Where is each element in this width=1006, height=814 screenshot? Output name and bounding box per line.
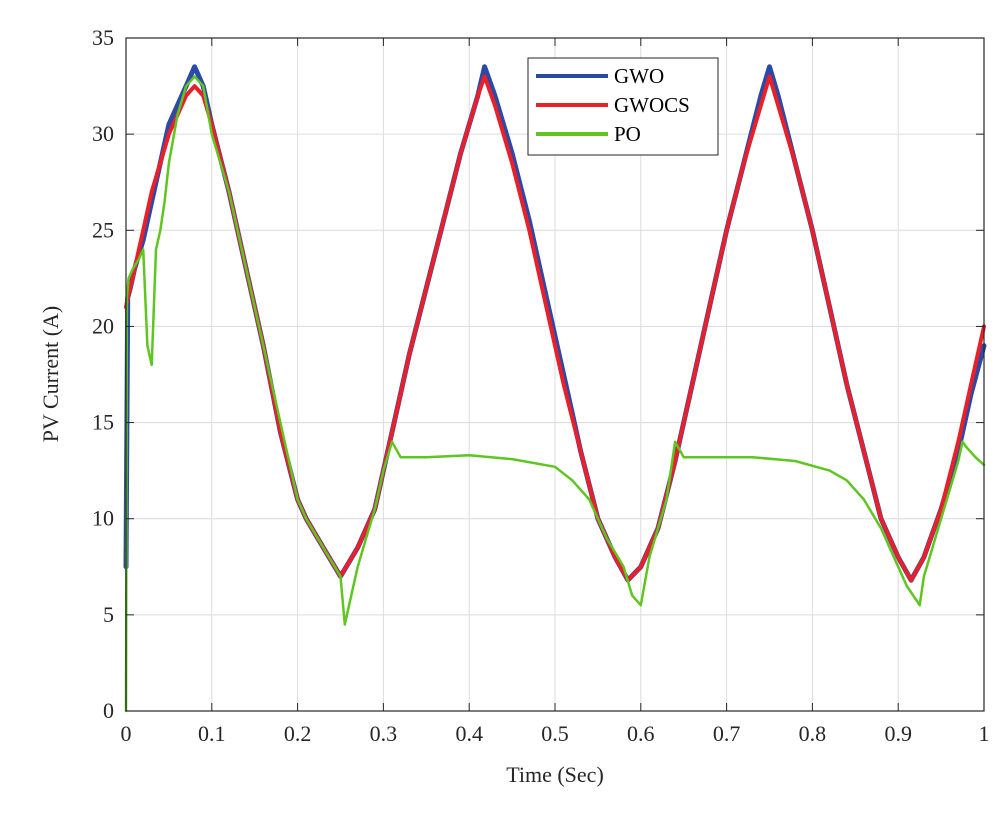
x-tick-label: 0.2: [284, 721, 312, 746]
legend-label-gwocs: GWOCS: [614, 93, 690, 117]
legend: GWO GWOCS PO: [527, 57, 719, 156]
legend-label-gwo: GWO: [614, 64, 664, 88]
y-tick-label: 5: [103, 602, 114, 627]
x-tick-label: 0.5: [541, 721, 569, 746]
y-tick-label: 10: [92, 506, 114, 531]
x-tick-label: 0.3: [370, 721, 398, 746]
y-tick-label: 20: [92, 313, 114, 338]
y-tick-label: 35: [92, 25, 114, 50]
series-layer: [123, 64, 987, 713]
x-tick-label: 0: [121, 721, 132, 746]
x-tick-label: 0.1: [198, 721, 226, 746]
axis-ticks: 0 0.1 0.2 0.3 0.4 0.5 0.6 0.7 0.8 0.9 105101520253…: [92, 25, 990, 746]
series-line-po: [124, 75, 986, 713]
y-axis-label: PV Current (A): [38, 306, 63, 442]
x-tick-label: 0.4: [455, 721, 483, 746]
series-line-gwocs: [124, 74, 986, 583]
y-tick-label: 30: [92, 121, 114, 146]
y-tick-label: 25: [92, 217, 114, 242]
y-tick-label: 15: [92, 410, 114, 435]
x-tick-label: 0.8: [799, 721, 827, 746]
x-tick-label: 0.7: [713, 721, 741, 746]
y-tick-label: 0: [103, 698, 114, 723]
x-axis-label: Time (Sec): [506, 762, 604, 787]
x-tick-label: 0.9: [884, 721, 912, 746]
x-tick-label: 1: [979, 721, 990, 746]
x-tick-label: 0.6: [627, 721, 655, 746]
legend-label-po: PO: [614, 122, 641, 146]
